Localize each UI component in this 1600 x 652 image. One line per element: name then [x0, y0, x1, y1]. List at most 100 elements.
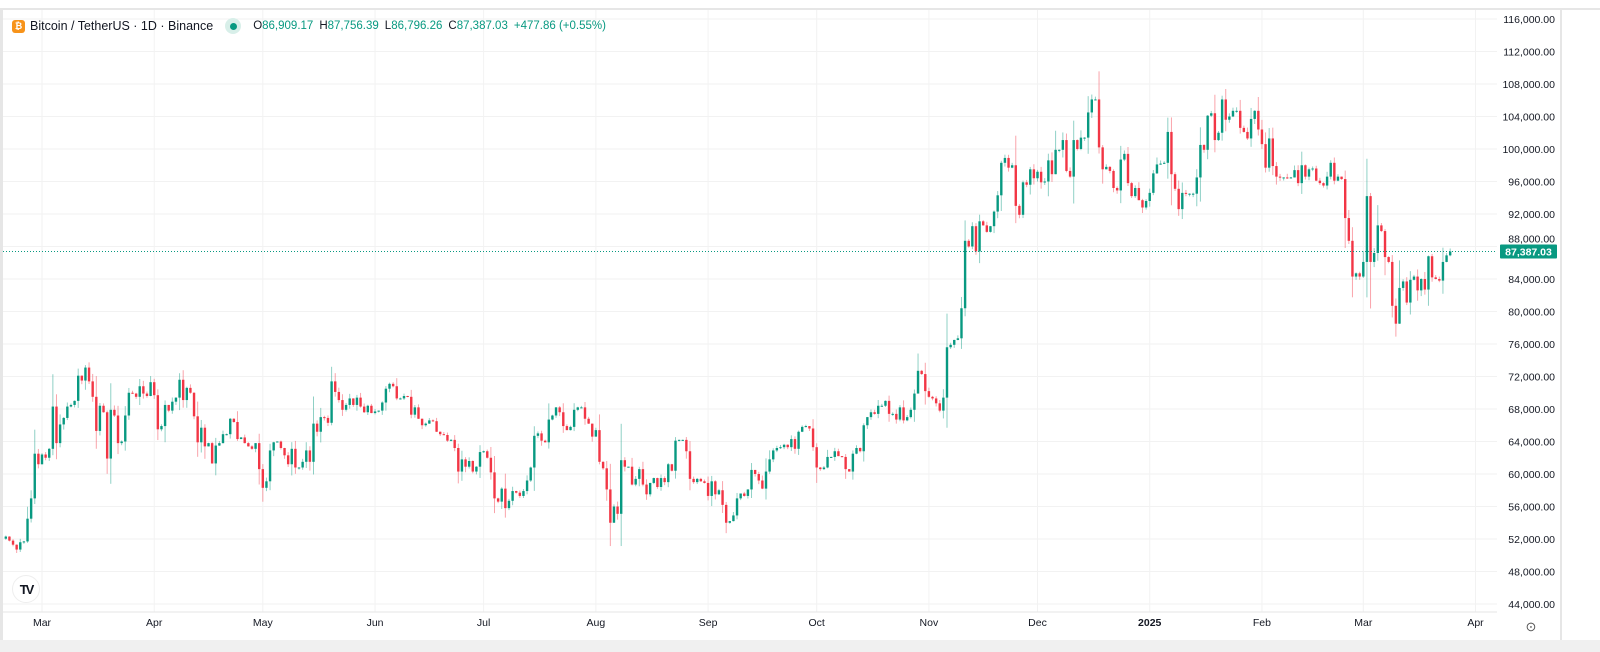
y-tick-label: 112,000.00	[1503, 47, 1555, 59]
candle-body	[949, 344, 952, 348]
candle-body	[1391, 261, 1394, 306]
candle	[1235, 107, 1238, 113]
y-tick-label: 48,000.00	[1508, 567, 1555, 579]
candle	[1278, 173, 1282, 181]
candle-body	[511, 491, 514, 501]
candle	[1423, 271, 1427, 295]
candle	[22, 540, 26, 544]
candle-body	[942, 397, 945, 411]
symbol-title[interactable]: Bitcoin / TetherUS · 1D · Binance	[30, 19, 214, 33]
candle-body	[163, 404, 167, 427]
candle-body	[1050, 160, 1054, 175]
candle	[724, 501, 728, 534]
candle	[453, 435, 456, 452]
candle	[1394, 298, 1398, 337]
candle-body	[1061, 140, 1065, 150]
candle	[207, 442, 210, 447]
candle	[1072, 120, 1075, 204]
tradingview-logo-icon[interactable]: TV	[12, 575, 40, 603]
candle	[985, 221, 989, 233]
x-tick-label: Apr	[146, 617, 163, 629]
candle-body	[1286, 177, 1289, 179]
candle-body	[467, 461, 471, 467]
y-tick-label: 72,000.00	[1508, 372, 1555, 384]
candle	[1448, 248, 1452, 257]
candle	[37, 448, 40, 469]
candle-body	[377, 410, 380, 412]
candle-body	[113, 409, 116, 416]
candle	[1383, 228, 1387, 276]
candle-body	[1137, 188, 1141, 201]
candle-body	[681, 439, 684, 441]
candle	[612, 504, 616, 523]
candle	[547, 403, 550, 449]
candle	[362, 403, 366, 414]
candle-body	[399, 398, 402, 400]
candle	[388, 382, 391, 393]
candle-body	[844, 456, 847, 470]
candle	[341, 394, 344, 416]
candle-body	[1347, 218, 1351, 241]
candle-body	[525, 480, 529, 492]
candle-body	[507, 500, 511, 509]
candle-body	[797, 431, 800, 449]
candle	[109, 383, 112, 484]
candle-body	[638, 469, 641, 479]
candle-body	[630, 466, 634, 485]
candle-body	[1427, 256, 1430, 290]
candle	[696, 477, 699, 485]
candle-body	[95, 396, 98, 431]
candle	[699, 477, 703, 482]
candle-body	[1282, 177, 1285, 179]
candle-body	[134, 393, 138, 397]
candle-body	[40, 454, 44, 465]
candle-body	[848, 469, 851, 472]
candle	[1267, 128, 1271, 172]
candle	[554, 407, 558, 418]
candle-body	[1163, 162, 1166, 164]
candle-body	[724, 504, 728, 523]
candle-body	[1010, 165, 1014, 168]
candle	[102, 403, 105, 413]
candle	[978, 214, 981, 264]
candle-body	[953, 339, 956, 345]
candle	[475, 466, 478, 475]
candle	[887, 395, 891, 422]
candle	[113, 405, 116, 417]
candle-body	[811, 428, 815, 448]
candle-body	[453, 439, 456, 448]
candle	[793, 436, 797, 454]
candle-body	[1155, 164, 1159, 174]
candle	[181, 370, 185, 408]
candle-body	[1039, 171, 1043, 183]
candle-body	[174, 397, 178, 402]
settings-icon[interactable]: ⊙	[1525, 619, 1537, 634]
candle-body	[48, 448, 51, 458]
candle	[641, 461, 645, 487]
candle-body	[348, 398, 351, 405]
candle	[214, 437, 217, 476]
candle	[902, 400, 905, 424]
candle	[268, 443, 272, 491]
candle-body	[127, 392, 131, 416]
candle-body	[587, 418, 590, 424]
candle-body	[312, 423, 315, 462]
x-tick-label: Jun	[367, 617, 384, 629]
candle	[449, 439, 453, 442]
candle	[305, 442, 308, 468]
candle	[623, 457, 627, 472]
candle	[294, 440, 297, 474]
candle	[160, 424, 163, 432]
candle	[192, 392, 196, 420]
candle	[435, 417, 438, 433]
candle-body	[1448, 251, 1452, 256]
candle-body	[667, 464, 670, 483]
candle-body	[804, 426, 808, 428]
candle-body	[866, 417, 869, 426]
candle-body	[1141, 200, 1144, 208]
candle	[163, 400, 167, 443]
candle-body	[1112, 170, 1115, 188]
candle-body	[1047, 160, 1050, 182]
candle-body	[1228, 116, 1231, 120]
